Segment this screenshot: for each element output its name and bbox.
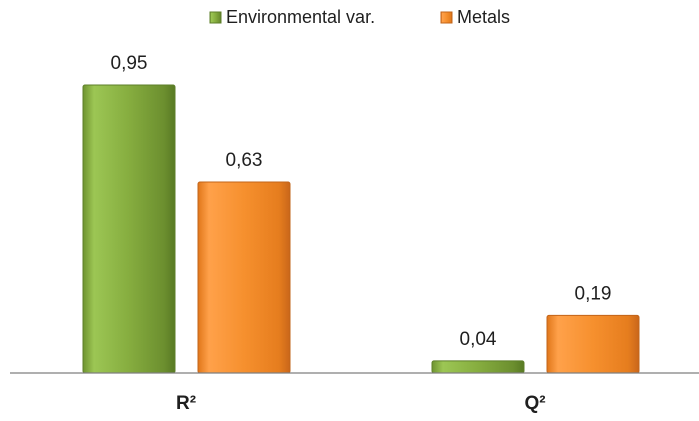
legend-swatch-environmental: [209, 11, 222, 24]
legend: Environmental var. Metals: [209, 7, 510, 27]
bar-r2-environmental: [82, 84, 176, 374]
category-label-r2: R²: [176, 393, 196, 414]
data-label-q2-environmental: 0,04: [460, 329, 497, 350]
data-label-r2-metals: 0,63: [226, 150, 263, 171]
bar-q2-metals: [546, 314, 640, 374]
bar-q2-environmental: [431, 360, 525, 374]
data-label-q2-metals: 0,19: [575, 283, 612, 304]
legend-label-environmental: Environmental var.: [226, 7, 375, 27]
data-labels: 0,95 0,63 0,04 0,19: [111, 53, 612, 350]
data-label-r2-environmental: 0,95: [111, 53, 148, 74]
bar-r2-metals: [197, 181, 291, 374]
category-label-q2: Q²: [524, 393, 545, 414]
x-axis-tick-labels: R² Q²: [176, 393, 546, 414]
bars-group: [82, 84, 640, 374]
legend-swatch-metals: [440, 11, 453, 24]
legend-label-metals: Metals: [457, 7, 510, 27]
